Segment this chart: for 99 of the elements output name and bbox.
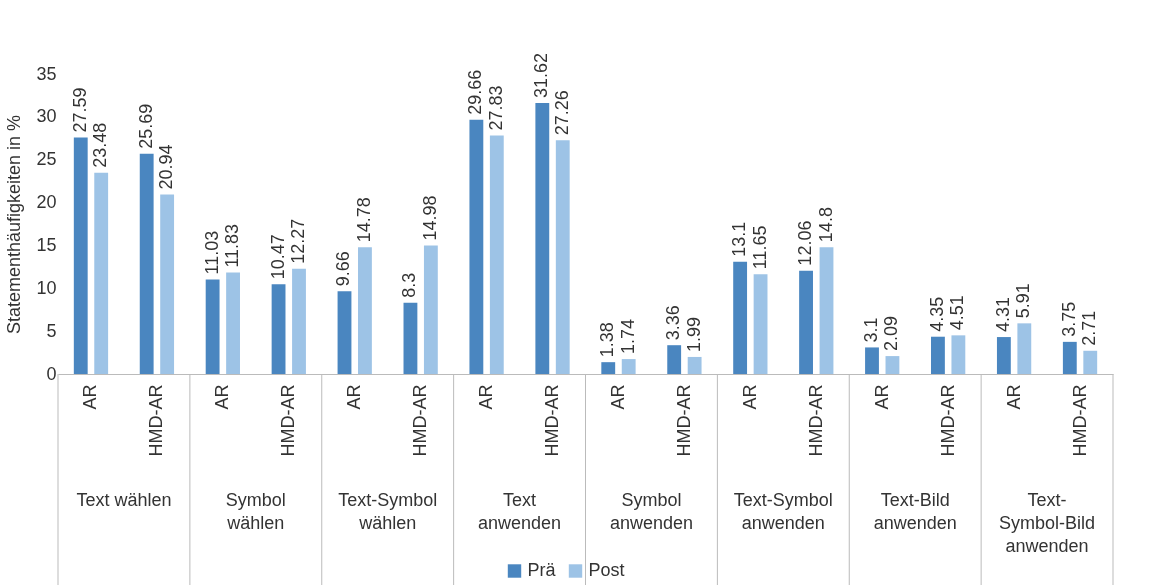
data-label: 10.47 [267, 234, 288, 280]
data-label: 4.35 [926, 296, 947, 332]
data-label: 9.66 [333, 251, 354, 287]
x-tick-label: AR [344, 384, 365, 410]
bar [1017, 323, 1032, 374]
data-label: 11.65 [749, 225, 770, 270]
x-tick-label: HMD-AR [1069, 384, 1090, 457]
bar [733, 261, 748, 374]
text: Text-Symbol-Bild anwenden [999, 490, 1096, 556]
data-label: 14.8 [815, 207, 836, 243]
y-tick-label: 5 [46, 320, 57, 341]
data-label: 4.51 [947, 295, 968, 331]
x-tick-label: AR [871, 384, 892, 410]
bar [469, 119, 484, 374]
y-tick-label: 35 [36, 63, 57, 84]
x-tick-label: AR [212, 384, 233, 410]
data-label: 3.75 [1058, 301, 1079, 337]
bar [94, 172, 109, 374]
text: Text-Bild anwenden [873, 490, 957, 533]
data-label: 11.03 [201, 230, 222, 275]
bar [799, 270, 813, 374]
x-tick-label: AR [607, 384, 628, 410]
bar [555, 140, 570, 374]
x-tick-label: AR [1003, 384, 1024, 410]
bar [1062, 341, 1077, 374]
bar [996, 337, 1011, 374]
bar [819, 247, 834, 374]
bar [160, 194, 175, 374]
text: Text wählen [76, 490, 172, 510]
data-label: 20.94 [156, 144, 177, 190]
bar [535, 102, 550, 374]
data-label: 8.3 [399, 272, 420, 298]
data-label: 3.1 [861, 317, 881, 343]
data-label: 14.78 [353, 197, 374, 243]
bar [667, 345, 682, 374]
y-tick-label: 0 [46, 363, 57, 384]
bar [931, 336, 945, 374]
bar [205, 279, 220, 374]
y-tick-label: 15 [36, 234, 57, 255]
data-label: 1.38 [597, 322, 618, 358]
y-tick-label: 20 [36, 192, 57, 213]
bar [139, 153, 154, 374]
data-label: 27.83 [485, 85, 506, 131]
text: Symbol anwenden [609, 490, 693, 533]
bar [865, 347, 879, 374]
text: Symbol wählen [225, 490, 286, 533]
y-tick-label: 25 [36, 149, 57, 170]
data-label: 11.83 [222, 223, 243, 268]
data-label: 31.62 [531, 52, 552, 98]
text: Text anwenden [478, 490, 562, 533]
bar [73, 137, 88, 374]
y-tick-label: 30 [36, 106, 57, 127]
legend-label: Prä [527, 560, 557, 580]
data-label: 12.06 [795, 220, 816, 266]
data-label: 1.99 [683, 316, 704, 352]
data-label: 4.31 [992, 297, 1013, 333]
bar [337, 291, 352, 374]
bar [423, 245, 438, 374]
data-label: 14.98 [419, 195, 440, 241]
x-tick-label: HMD-AR [937, 384, 958, 457]
bar [687, 356, 702, 374]
data-label: 13.1 [729, 221, 750, 257]
text: Text-Symbol wählen [338, 490, 438, 533]
x-tick-label: HMD-AR [805, 384, 826, 457]
bar [753, 274, 768, 374]
bar [951, 335, 966, 374]
x-tick-label: HMD-AR [673, 384, 694, 457]
x-tick-label: HMD-AR [410, 384, 431, 457]
bar [271, 284, 286, 374]
y-tick-label: 10 [36, 277, 57, 298]
x-tick-label: HMD-AR [542, 384, 563, 457]
data-label: 1.74 [617, 319, 638, 355]
x-tick-label: HMD-AR [146, 384, 167, 457]
data-label: 27.26 [551, 90, 572, 136]
data-label: 3.36 [663, 305, 684, 341]
data-label: 5.91 [1013, 283, 1034, 319]
bar [601, 362, 616, 374]
bar [1083, 350, 1098, 374]
data-label: 23.48 [90, 122, 111, 168]
bar [292, 268, 306, 374]
bar [621, 359, 636, 374]
bar [226, 272, 240, 374]
y-axis-title: Statementhäufigkeiten in % [4, 114, 25, 335]
x-tick-label: AR [476, 384, 497, 410]
x-tick-label: AR [80, 384, 101, 410]
data-label: 29.66 [465, 69, 486, 115]
x-tick-label: HMD-AR [278, 384, 299, 457]
bar [489, 135, 504, 374]
x-tick-label: AR [739, 384, 760, 410]
bar [885, 356, 900, 374]
data-label: 12.27 [288, 218, 308, 264]
data-label: 2.09 [881, 316, 902, 352]
bar [358, 247, 372, 374]
data-label: 2.71 [1079, 310, 1100, 346]
data-label: 25.69 [135, 103, 156, 149]
data-label: 27.59 [69, 87, 90, 133]
bar [403, 302, 418, 374]
legend-label: Post [588, 560, 625, 580]
text: Text-Symbol anwenden [733, 490, 833, 533]
